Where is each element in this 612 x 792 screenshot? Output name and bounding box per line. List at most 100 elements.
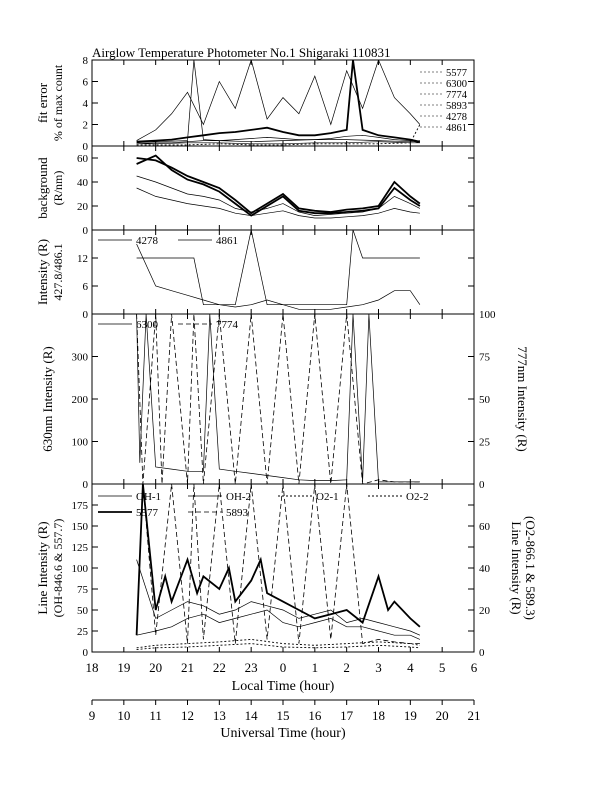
x-tick-label-ut: 11 — [149, 708, 162, 723]
y-tick-label: 0 — [83, 479, 89, 491]
y-tick-label: 0 — [83, 225, 89, 237]
y-tick-label: 4 — [83, 98, 89, 110]
panel-3: 0 100 200 300 0 25 50 75 100 630nm Intensity (R) 7… — [40, 309, 530, 491]
y-tick-label: 20 — [77, 201, 89, 213]
y-axis-label: 630nm Intensity (R) — [40, 346, 55, 451]
y-right-tick-label: 0 — [479, 647, 485, 659]
series-line-5893 — [142, 484, 420, 645]
x-tick-label-local: 21 — [181, 660, 194, 675]
legend-label: 5893 — [226, 507, 249, 519]
legend-label: O2-1 — [316, 491, 339, 503]
y-tick-label: 200 — [72, 394, 89, 406]
y-tick-label: 75 — [77, 584, 89, 596]
series-line-OH-2 — [136, 609, 421, 640]
y-right-tick-label: 60 — [479, 521, 491, 533]
legend-label: 4861 — [216, 235, 238, 247]
x-tick-label-ut: 19 — [404, 708, 417, 723]
x-tick-label-local: 2 — [343, 660, 350, 675]
x-tick-label-ut: 18 — [372, 708, 385, 723]
series-line-5577 — [135, 484, 421, 636]
x-tick-label-local: 18 — [86, 660, 99, 675]
panel-4: 0 25 50 75 100 125 150 175 0 20 40 60 Line Intensity… — [35, 483, 538, 659]
y-right-axis-label: 777nm Intensity (R) — [515, 346, 530, 451]
y-tick-label: 6 — [83, 281, 89, 293]
x-tick-label-local: 4 — [407, 660, 414, 675]
series-line-O2-2 — [136, 643, 420, 650]
series-line-4278 — [136, 60, 420, 144]
x-tick-label-ut: 16 — [308, 708, 322, 723]
x-tick-label-local: 22 — [213, 660, 226, 675]
y-tick-label: 100 — [72, 563, 89, 575]
series-line-4861 — [136, 243, 421, 310]
y-axis-label-2: 427.8/486.1 — [51, 243, 65, 300]
legend-label: OH-1 — [136, 491, 161, 503]
legend-label: 4278 — [446, 112, 467, 123]
y-tick-label: 12 — [77, 253, 88, 265]
y-axis-label-2: (R/nm) — [51, 171, 65, 206]
x-tick-label-ut: 10 — [117, 708, 130, 723]
x-tick-label-local: 19 — [117, 660, 130, 675]
series-line-6300 — [136, 314, 420, 483]
y-right-tick-label: 40 — [479, 563, 491, 575]
legend-label: 5577 — [446, 68, 467, 79]
y-tick-label: 100 — [72, 437, 89, 449]
y-tick-label: 175 — [72, 500, 89, 512]
panel-frame — [91, 313, 475, 485]
legend-label: 5893 — [446, 101, 467, 112]
legend-label: 5577 — [136, 507, 159, 519]
y-tick-label: 25 — [77, 626, 89, 638]
x-tick-label-ut: 12 — [181, 708, 194, 723]
y-tick-label: 8 — [83, 55, 89, 67]
y-axis-label-2: % of max count — [51, 64, 65, 141]
series-line-bg-4 — [136, 187, 420, 219]
x-tick-label-ut: 21 — [468, 708, 481, 723]
x-tick-label-local: 6 — [471, 660, 478, 675]
x-axis-label-ut: Universal Time (hour) — [220, 726, 346, 741]
y-right-tick-label: 20 — [479, 605, 491, 617]
y-tick-label: 50 — [77, 605, 89, 617]
y-axis-label-2: (OH-846.6 & 557.7) — [51, 519, 65, 618]
x-tick-label-ut: 20 — [436, 708, 449, 723]
legend-label: OH-2 — [226, 491, 251, 503]
x-tick-label-local: 0 — [280, 660, 287, 675]
y-right-tick-label: 100 — [479, 309, 496, 321]
y-right-tick-label: 50 — [479, 394, 491, 406]
legend-label: 4861 — [446, 123, 467, 134]
x-tick-label-ut: 15 — [277, 708, 290, 723]
series-line-bg-1 — [136, 157, 421, 215]
series-line-5577 — [136, 60, 421, 143]
x-tick-label-local: 5 — [439, 660, 446, 675]
series-line-6300 — [136, 134, 420, 145]
y-axis-label: Intensity (R) — [35, 239, 50, 305]
panel-1: 0 20 40 60 background (R/nm) — [35, 145, 475, 237]
y-tick-label: 150 — [72, 521, 89, 533]
panel-2: 0 6 12 Intensity (R) 427.8/486.1 4278 4861 — [35, 229, 475, 321]
legend-label: 6300 — [136, 319, 159, 331]
x-tick-label-local: 20 — [149, 660, 162, 675]
legend-label: 6300 — [446, 79, 467, 90]
x-tick-label-local: 3 — [375, 660, 382, 675]
y-right-tick-label: 0 — [479, 479, 485, 491]
x-tick-label-ut: 14 — [245, 708, 259, 723]
y-tick-label: 0 — [83, 647, 89, 659]
x-tick-label-local: 1 — [312, 660, 319, 675]
legend-label: 7774 — [446, 90, 468, 101]
series-line-OH-1 — [136, 559, 421, 636]
y-right-axis-label-2: (O2-866.1 & 589.3) — [523, 516, 538, 620]
series-line-bg-3 — [136, 175, 421, 216]
x-tick-label-ut: 13 — [213, 708, 226, 723]
series-line-O2-1 — [136, 638, 420, 649]
panel-0: 0 2 4 6 8 fit error% of max count 557763007774… — [35, 55, 475, 153]
series-line-7774 — [136, 60, 421, 141]
y-tick-label: 2 — [83, 120, 89, 132]
y-tick-label: 0 — [83, 309, 89, 321]
series-line-4278 — [136, 230, 420, 306]
legend-label: 4278 — [136, 235, 159, 247]
x-tick-label-local: 23 — [245, 660, 258, 675]
x-tick-label-ut: 17 — [340, 708, 354, 723]
x-tick-label-ut: 9 — [89, 708, 96, 723]
y-right-tick-label: 25 — [479, 437, 491, 449]
y-tick-label: 125 — [72, 542, 89, 554]
y-right-tick-label: 75 — [479, 352, 491, 364]
